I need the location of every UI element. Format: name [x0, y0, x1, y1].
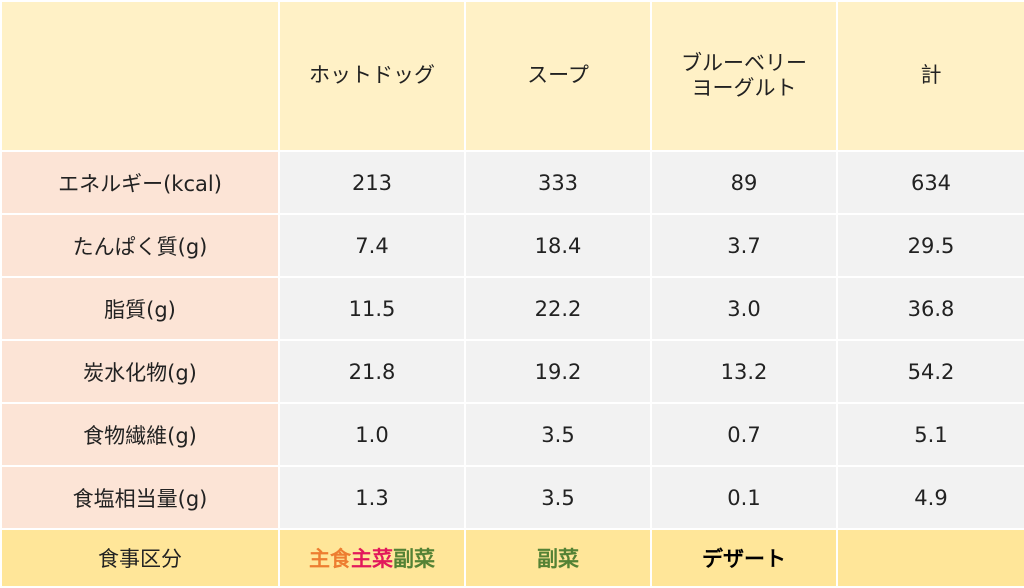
- row-label: たんぱく質(g): [0, 213, 280, 278]
- table-cell: 3.5: [464, 402, 652, 467]
- category-cell-yogurt: デザート: [650, 528, 838, 588]
- row-label: 食物繊維(g): [0, 402, 280, 467]
- category-dessert: デザート: [702, 547, 786, 571]
- header-row: ホットドッグ スープ ブルーベリー ヨーグルト 計: [0, 0, 1024, 152]
- table-row-protein: たんぱく質(g) 7.4 18.4 3.7 29.5: [0, 213, 1024, 278]
- category-cell-soup: 副菜: [464, 528, 652, 588]
- category-cell-hotdog: 主食主菜副菜: [278, 528, 466, 588]
- row-label: エネルギー(kcal): [0, 150, 280, 215]
- table-cell: 21.8: [278, 339, 466, 404]
- row-label: 食塩相当量(g): [0, 465, 280, 530]
- table-cell: 5.1: [836, 402, 1024, 467]
- table-row-energy: エネルギー(kcal) 213 333 89 634: [0, 150, 1024, 215]
- table-cell: 89: [650, 150, 838, 215]
- table-cell: 1.0: [278, 402, 466, 467]
- table-cell: 18.4: [464, 213, 652, 278]
- table-cell: 29.5: [836, 213, 1024, 278]
- table-cell: 3.7: [650, 213, 838, 278]
- table-cell: 36.8: [836, 276, 1024, 341]
- table-cell: 11.5: [278, 276, 466, 341]
- column-header-total: 計: [836, 0, 1024, 152]
- table-cell: 634: [836, 150, 1024, 215]
- table-row-meal-category: 食事区分 主食主菜副菜 副菜 デザート: [0, 528, 1024, 588]
- table-cell: 4.9: [836, 465, 1024, 530]
- table-row-salt: 食塩相当量(g) 1.3 3.5 0.1 4.9: [0, 465, 1024, 530]
- table-cell: 0.7: [650, 402, 838, 467]
- row-label: 食事区分: [0, 528, 280, 588]
- table-cell: 54.2: [836, 339, 1024, 404]
- table-cell: 19.2: [464, 339, 652, 404]
- corner-cell: [0, 0, 280, 152]
- table-cell: 3.5: [464, 465, 652, 530]
- table-cell: 213: [278, 150, 466, 215]
- category-fukusai: 副菜: [537, 547, 579, 571]
- table-row-fiber: 食物繊維(g) 1.0 3.5 0.7 5.1: [0, 402, 1024, 467]
- table-cell: 3.0: [650, 276, 838, 341]
- category-shushoku: 主食: [309, 547, 351, 571]
- table-cell: 1.3: [278, 465, 466, 530]
- category-fukusai: 副菜: [393, 547, 435, 571]
- table-cell: 333: [464, 150, 652, 215]
- row-label: 脂質(g): [0, 276, 280, 341]
- column-header-hotdog: ホットドッグ: [278, 0, 466, 152]
- table-cell: 7.4: [278, 213, 466, 278]
- table-row-fat: 脂質(g) 11.5 22.2 3.0 36.8: [0, 276, 1024, 341]
- table-cell: 13.2: [650, 339, 838, 404]
- table-cell: 0.1: [650, 465, 838, 530]
- row-label: 炭水化物(g): [0, 339, 280, 404]
- category-shusai: 主菜: [351, 547, 393, 571]
- table-row-carbohydrate: 炭水化物(g) 21.8 19.2 13.2 54.2: [0, 339, 1024, 404]
- category-cell-total: [836, 528, 1024, 588]
- column-header-blueberry-yogurt: ブルーベリー ヨーグルト: [650, 0, 838, 152]
- column-header-soup: スープ: [464, 0, 652, 152]
- table-cell: 22.2: [464, 276, 652, 341]
